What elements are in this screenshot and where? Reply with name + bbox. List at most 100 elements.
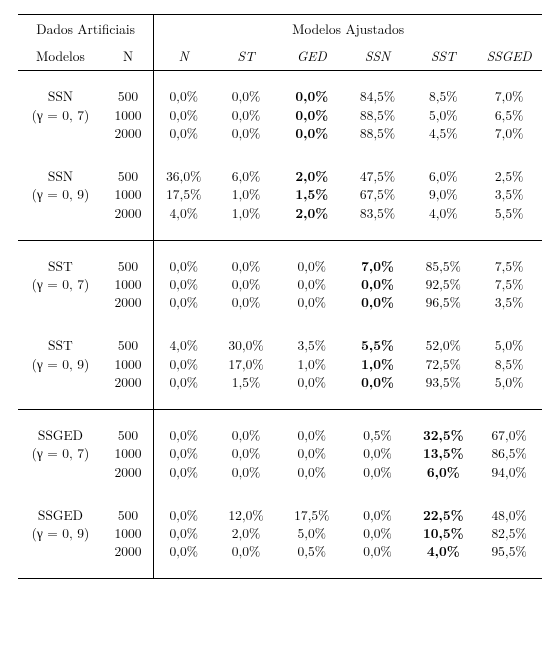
- cell: 0,0%: [279, 463, 345, 481]
- hdr-sub-n: N: [103, 47, 154, 65]
- block-label: [18, 542, 103, 560]
- cell: 0,0%: [213, 106, 279, 124]
- cell: 0,0%: [154, 524, 213, 542]
- block-label: [18, 373, 103, 391]
- cell: 93,5%: [410, 373, 476, 391]
- row-n: 500: [103, 87, 154, 105]
- row-n: 500: [103, 336, 154, 354]
- cell: 5,0%: [410, 106, 476, 124]
- cell: 0,0%: [154, 355, 213, 373]
- row-n: 1000: [103, 106, 154, 124]
- hdr-left-title: Dados Artificiais: [18, 20, 154, 38]
- cell: 0,0%: [213, 463, 279, 481]
- cell: 83,5%: [345, 204, 411, 222]
- table-row: SST5004,0%30,0%3,5%5,5%52,0%5,0%: [18, 336, 542, 354]
- cell: 0,0%: [279, 426, 345, 444]
- cell: 67,0%: [476, 426, 542, 444]
- row-n: 2000: [103, 542, 154, 560]
- cell: 7,0%: [476, 87, 542, 105]
- cell: 92,5%: [410, 275, 476, 293]
- hdr-fit-4: SST: [410, 47, 476, 65]
- cell: 0,0%: [345, 542, 411, 560]
- cell: 9,0%: [410, 185, 476, 203]
- row-n: 2000: [103, 204, 154, 222]
- hdr-fit-0: N: [154, 47, 213, 65]
- cell: 32,5%: [410, 426, 476, 444]
- cell: 88,5%: [345, 124, 411, 142]
- cell: 2,0%: [213, 524, 279, 542]
- row-n: 500: [103, 257, 154, 275]
- cell: 0,0%: [213, 444, 279, 462]
- cell: 1,0%: [213, 204, 279, 222]
- block-label: (γ = 0, 9): [18, 524, 103, 542]
- table-row: (γ = 0, 9)10000,0%2,0%5,0%0,0%10,5%82,5%: [18, 524, 542, 542]
- cell: 6,0%: [410, 463, 476, 481]
- block-label: SST: [18, 257, 103, 275]
- cell: 0,0%: [154, 293, 213, 311]
- cell: 0,0%: [213, 257, 279, 275]
- cell: 8,5%: [476, 355, 542, 373]
- block-label: [18, 124, 103, 142]
- cell: 5,5%: [345, 336, 411, 354]
- cell: 5,5%: [476, 204, 542, 222]
- table-row: (γ = 0, 9)100017,5%1,0%1,5%67,5%9,0%3,5%: [18, 185, 542, 203]
- cell: 0,0%: [345, 463, 411, 481]
- cell: 0,5%: [279, 542, 345, 560]
- cell: 95,5%: [476, 542, 542, 560]
- cell: 17,5%: [154, 185, 213, 203]
- cell: 12,0%: [213, 506, 279, 524]
- block-label: (γ = 0, 9): [18, 355, 103, 373]
- row-n: 1000: [103, 444, 154, 462]
- cell: 1,5%: [279, 185, 345, 203]
- cell: 6,5%: [476, 106, 542, 124]
- cell: 1,0%: [213, 185, 279, 203]
- cell: 82,5%: [476, 524, 542, 542]
- cell: 0,0%: [213, 542, 279, 560]
- cell: 4,5%: [410, 124, 476, 142]
- block-label: (γ = 0, 7): [18, 275, 103, 293]
- table-row: (γ = 0, 9)10000,0%17,0%1,0%1,0%72,5%8,5%: [18, 355, 542, 373]
- row-n: 2000: [103, 463, 154, 481]
- row-n: 1000: [103, 355, 154, 373]
- cell: 13,5%: [410, 444, 476, 462]
- cell: 0,0%: [345, 524, 411, 542]
- block-label: [18, 463, 103, 481]
- cell: 86,5%: [476, 444, 542, 462]
- cell: 7,0%: [345, 257, 411, 275]
- cell: 94,0%: [476, 463, 542, 481]
- row-n: 2000: [103, 373, 154, 391]
- cell: 0,0%: [154, 87, 213, 105]
- row-n: 2000: [103, 293, 154, 311]
- cell: 0,0%: [345, 506, 411, 524]
- block-label: SSN: [18, 87, 103, 105]
- row-n: 1000: [103, 185, 154, 203]
- table-row: 20000,0%0,0%0,0%0,0%6,0%94,0%: [18, 463, 542, 481]
- table-row: SSN50036,0%6,0%2,0%47,5%6,0%2,5%: [18, 167, 542, 185]
- table-row: SSN5000,0%0,0%0,0%84,5%8,5%7,0%: [18, 87, 542, 105]
- cell: 0,0%: [279, 124, 345, 142]
- cell: 0,0%: [154, 373, 213, 391]
- row-n: 1000: [103, 275, 154, 293]
- hdr-fit-2: GED: [279, 47, 345, 65]
- table-row: (γ = 0, 7)10000,0%0,0%0,0%0,0%92,5%7,5%: [18, 275, 542, 293]
- row-n: 1000: [103, 524, 154, 542]
- cell: 0,0%: [154, 275, 213, 293]
- cell: 7,0%: [476, 124, 542, 142]
- hdr-fit-3: SSN: [345, 47, 411, 65]
- cell: 0,0%: [279, 373, 345, 391]
- cell: 5,0%: [476, 373, 542, 391]
- cell: 7,5%: [476, 275, 542, 293]
- cell: 0,0%: [154, 463, 213, 481]
- cell: 3,5%: [476, 185, 542, 203]
- block-label: [18, 204, 103, 222]
- cell: 36,0%: [154, 167, 213, 185]
- block-label: (γ = 0, 7): [18, 106, 103, 124]
- cell: 8,5%: [410, 87, 476, 105]
- block-label: SSN: [18, 167, 103, 185]
- cell: 17,5%: [279, 506, 345, 524]
- row-n: 500: [103, 506, 154, 524]
- cell: 10,5%: [410, 524, 476, 542]
- row-n: 500: [103, 167, 154, 185]
- table-row: (γ = 0, 7)10000,0%0,0%0,0%88,5%5,0%6,5%: [18, 106, 542, 124]
- cell: 0,0%: [213, 426, 279, 444]
